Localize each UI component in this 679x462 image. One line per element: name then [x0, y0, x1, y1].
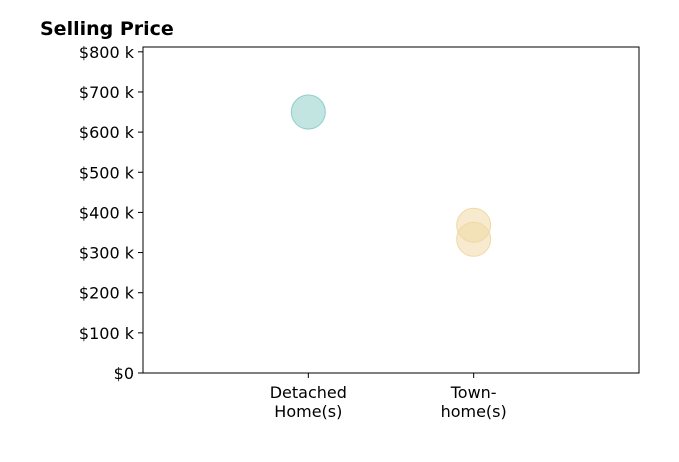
- x-tick-label: Detached: [270, 383, 347, 402]
- y-tick-label: $0: [114, 364, 134, 383]
- x-tick-label: Home(s): [274, 402, 342, 421]
- x-tick-label: Town-: [450, 383, 497, 402]
- y-tick-label: $600 k: [79, 123, 135, 142]
- x-tick-label: home(s): [441, 402, 507, 421]
- y-tick-label: $700 k: [79, 83, 135, 102]
- y-tick-label: $400 k: [79, 203, 135, 222]
- plot-area: $0 $100 k $200 k $300 k $400 k $500 k $600 k $7…: [79, 43, 640, 421]
- chart-title: Selling Price: [40, 18, 174, 40]
- data-point: [456, 221, 492, 257]
- data-point: [290, 94, 326, 130]
- y-tick-label: $200 k: [79, 284, 135, 303]
- y-tick-label: $100 k: [79, 324, 135, 343]
- y-tick-label: $300 k: [79, 244, 135, 263]
- plot-frame: [142, 46, 640, 374]
- y-tick-label: $800 k: [79, 43, 135, 62]
- y-tick-label: $500 k: [79, 163, 135, 182]
